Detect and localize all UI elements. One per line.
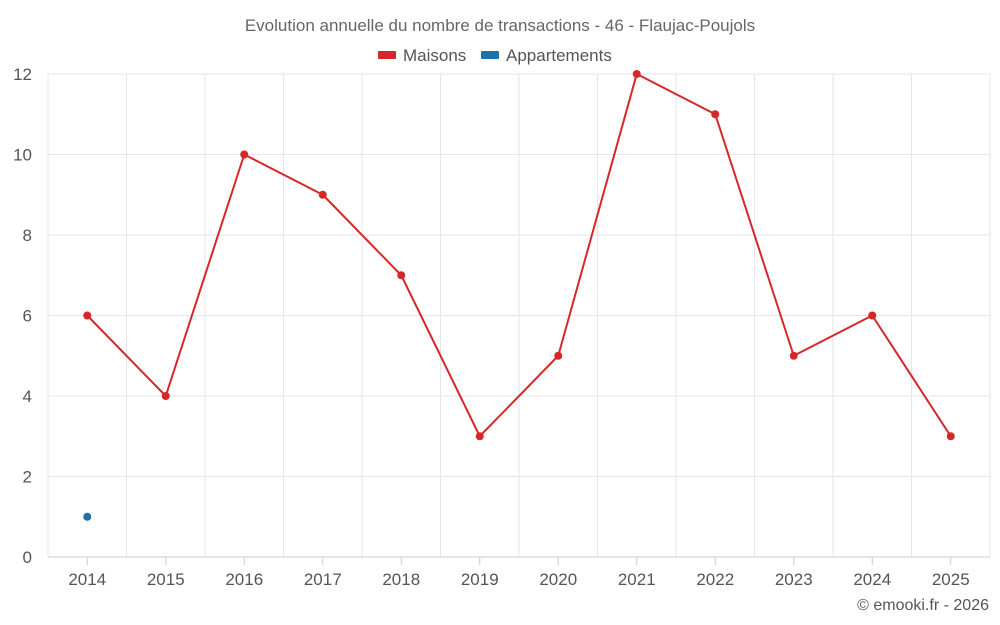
data-point-maisons[interactable] bbox=[711, 110, 720, 119]
data-point-maisons[interactable] bbox=[83, 311, 92, 320]
legend-label-maisons: Maisons bbox=[403, 46, 466, 65]
x-tick-label: 2024 bbox=[853, 570, 891, 589]
x-tick-label: 2022 bbox=[696, 570, 734, 589]
y-tick-label: 0 bbox=[23, 548, 32, 567]
x-tick-label: 2020 bbox=[539, 570, 577, 589]
data-point-maisons[interactable] bbox=[789, 351, 798, 360]
data-point-maisons[interactable] bbox=[161, 392, 170, 400]
y-tick-label: 8 bbox=[23, 226, 32, 245]
data-point-maisons[interactable] bbox=[475, 432, 484, 441]
x-tick-label: 2015 bbox=[147, 570, 185, 589]
data-point-maisons[interactable] bbox=[554, 351, 563, 360]
legend-item-maisons[interactable]: Maisons bbox=[378, 46, 466, 65]
data-point-maisons[interactable] bbox=[632, 70, 641, 78]
chart-title: Evolution annuelle du nombre de transact… bbox=[245, 16, 755, 35]
legend-swatch-maisons bbox=[378, 51, 396, 59]
y-tick-label: 12 bbox=[13, 65, 32, 84]
y-tick-label: 6 bbox=[23, 307, 32, 326]
legend-item-appartements[interactable]: Appartements bbox=[481, 46, 612, 65]
y-axis: 0 2 4 6 8 10 12 bbox=[13, 65, 32, 567]
series-layer bbox=[83, 70, 955, 521]
x-tick-label: 2017 bbox=[304, 570, 342, 589]
y-tick-label: 2 bbox=[23, 468, 32, 487]
x-tick-label: 2014 bbox=[68, 570, 106, 589]
x-tick-label: 2025 bbox=[932, 570, 970, 589]
y-tick-label: 4 bbox=[23, 387, 32, 406]
x-tick-label: 2023 bbox=[775, 570, 813, 589]
legend-label-appartements: Appartements bbox=[506, 46, 612, 65]
series-maisons bbox=[83, 70, 955, 441]
series-line-maisons bbox=[86, 73, 952, 438]
x-tick-label: 2018 bbox=[382, 570, 420, 589]
x-tick-label: 2019 bbox=[461, 570, 499, 589]
series-appartements bbox=[83, 512, 92, 521]
x-tick-label: 2021 bbox=[618, 570, 656, 589]
data-point-maisons[interactable] bbox=[318, 190, 327, 199]
data-point-maisons[interactable] bbox=[240, 150, 249, 159]
grid bbox=[47, 73, 991, 557]
data-point-maisons[interactable] bbox=[397, 271, 406, 280]
x-tick-label: 2016 bbox=[225, 570, 263, 589]
legend-swatch-appartements bbox=[481, 51, 499, 59]
y-tick-label: 10 bbox=[13, 146, 32, 165]
data-point-maisons[interactable] bbox=[946, 432, 955, 441]
credit-text: © emooki.fr - 2026 bbox=[857, 597, 989, 614]
data-point-maisons[interactable] bbox=[868, 311, 877, 320]
legend: Maisons Appartements bbox=[378, 46, 612, 65]
data-point-appartements[interactable] bbox=[83, 512, 92, 521]
x-axis: 2014 2015 2016 2017 2018 2019 2020 2021 2022 2023… bbox=[48, 556, 990, 589]
